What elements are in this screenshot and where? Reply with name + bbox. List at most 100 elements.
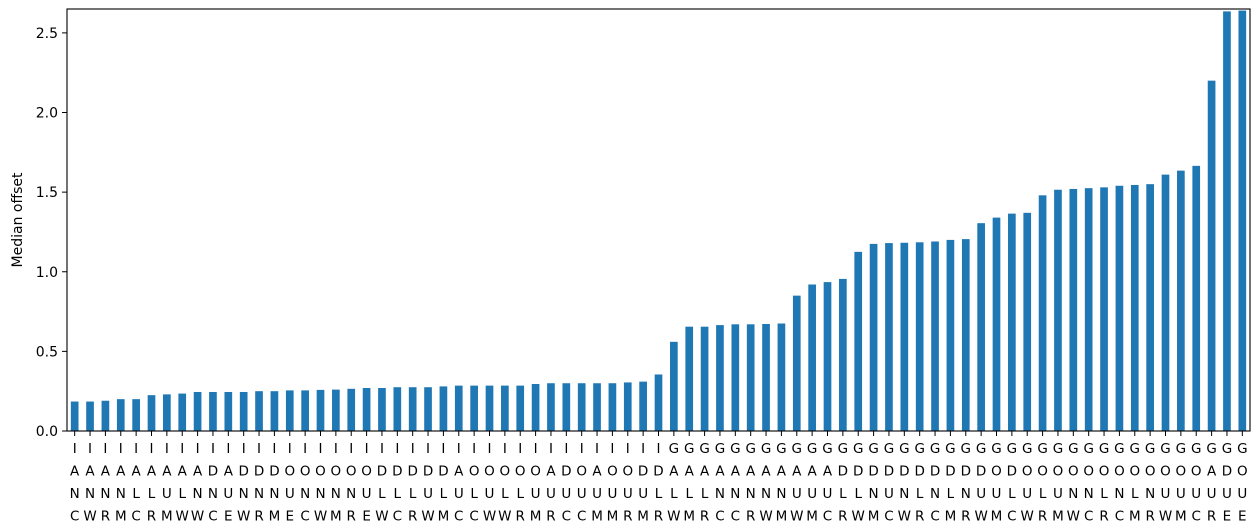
bar (132, 399, 140, 431)
bar (1223, 11, 1231, 431)
bar (424, 387, 432, 431)
bar (285, 390, 294, 431)
bar (485, 385, 494, 431)
bar (977, 223, 985, 431)
bar (224, 391, 233, 431)
bar (178, 393, 187, 431)
bar (86, 401, 94, 431)
bar (1100, 187, 1108, 431)
bar (839, 278, 847, 431)
bar (1069, 188, 1078, 431)
bar (501, 385, 509, 431)
bar (823, 282, 832, 431)
bar (562, 383, 571, 431)
bar (931, 241, 939, 431)
bar (101, 400, 110, 431)
bar (1238, 10, 1247, 432)
bar (1161, 174, 1170, 431)
bar (1023, 212, 1032, 431)
bar (378, 388, 386, 431)
bar (1115, 185, 1124, 431)
bar (116, 399, 125, 431)
bar (670, 341, 678, 431)
bar (792, 295, 801, 431)
bar (716, 325, 724, 431)
y-tick-label: 2.0 (36, 106, 58, 122)
bar (547, 383, 555, 431)
bar (147, 395, 156, 431)
bar (347, 388, 356, 431)
y-tick-label: 1.5 (36, 185, 58, 201)
bar (1038, 195, 1047, 431)
bar (454, 385, 463, 431)
bar (608, 383, 617, 431)
bar (362, 388, 371, 431)
bar (332, 389, 340, 431)
bar (885, 243, 893, 431)
bar (531, 384, 540, 431)
y-tick-label: 2.5 (36, 26, 58, 42)
bar (869, 243, 878, 431)
x-axis: I A N CI A N WI A N RI A N MI A L CI A L RI A U MI A L WI A N WI D N C… (70, 431, 1248, 525)
bar (270, 391, 279, 431)
bar (1054, 189, 1062, 431)
y-axis-title: Median offset (10, 172, 26, 267)
bar (593, 383, 601, 431)
y-tick-label: 1.0 (36, 265, 58, 281)
bar (70, 401, 79, 431)
bar (731, 324, 740, 431)
bar (700, 326, 709, 431)
bar (1008, 213, 1016, 431)
y-tick-label: 0.5 (36, 344, 58, 360)
bar (209, 391, 217, 431)
